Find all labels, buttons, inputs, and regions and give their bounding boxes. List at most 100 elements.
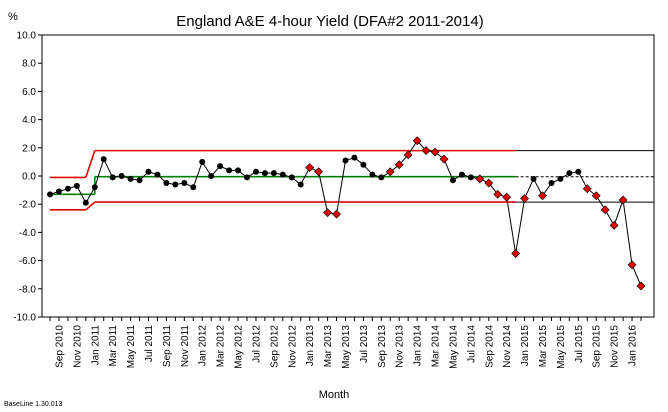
data-point <box>279 171 286 178</box>
plot-frame <box>41 34 655 318</box>
x-tick-label: Jul 2011 <box>144 325 155 363</box>
signal-point <box>323 208 333 218</box>
data-point <box>297 181 304 188</box>
x-tick-label: Nov 2015 <box>610 325 621 368</box>
data-point <box>449 177 456 184</box>
data-point <box>127 175 134 182</box>
data-point <box>566 170 573 177</box>
signal-point <box>609 220 619 230</box>
footer-version: BaseLine 1.30.013 <box>4 401 62 408</box>
data-point <box>217 163 224 170</box>
signal-point <box>430 147 440 157</box>
data-point <box>190 184 197 191</box>
signal-point <box>421 146 431 156</box>
x-tick-label: Jan 2012 <box>198 325 209 367</box>
x-tick-label: Jan 2016 <box>628 325 639 367</box>
data-point <box>270 170 277 177</box>
data-point <box>378 174 385 181</box>
x-tick-label: Nov 2014 <box>502 325 513 368</box>
data-point <box>181 180 188 187</box>
signal-point <box>475 174 485 184</box>
data-point <box>261 170 268 177</box>
x-axis: Sep 2010 Nov 2010 Jan 2011 Mar 2011 May 2011… <box>49 317 642 369</box>
y-tick-label: 2.0 <box>22 143 36 154</box>
data-point <box>118 173 125 179</box>
y-tick-label: -10.0 <box>13 313 36 324</box>
data-point <box>91 184 98 191</box>
y-tick-label: 6.0 <box>22 87 36 98</box>
x-tick-label: Nov 2013 <box>395 325 406 368</box>
y-tick-label: 4.0 <box>22 115 36 126</box>
x-tick-label: Sep 2015 <box>592 325 603 368</box>
data-point <box>55 188 62 195</box>
data-point <box>226 167 233 174</box>
x-tick-label: Mar 2013 <box>323 325 334 368</box>
data-point <box>145 168 152 175</box>
x-tick-label: Nov 2012 <box>287 325 298 368</box>
signal-point <box>385 167 395 177</box>
signal-point <box>403 150 413 160</box>
x-tick-label: Sep 2014 <box>484 325 495 368</box>
x-tick-label: Jan 2014 <box>413 325 424 367</box>
data-point <box>136 177 143 184</box>
signal-point <box>627 260 637 270</box>
data-point <box>342 157 349 164</box>
y-tick-label: -2.0 <box>19 200 37 211</box>
lower-control-limit-step <box>85 201 96 211</box>
data-point <box>557 175 564 182</box>
signal-point <box>305 163 315 172</box>
x-tick-label: Jan 2011 <box>90 325 101 366</box>
data-point <box>458 171 465 178</box>
signal-point <box>538 191 547 201</box>
x-tick-label: Nov 2010 <box>72 325 83 368</box>
x-tick-label: May 2015 <box>556 325 567 369</box>
x-tick-label: Sep 2013 <box>377 325 388 368</box>
data-point <box>208 173 215 179</box>
signal-point <box>636 281 646 291</box>
data-point <box>244 174 250 181</box>
x-tick-label: Sep 2011 <box>162 325 173 368</box>
y-tick-label: -4.0 <box>19 228 37 239</box>
data-point <box>235 167 242 174</box>
signal-point <box>484 178 494 188</box>
data-point <box>100 156 107 163</box>
y-axis: 10.0 8.0 6.0 4.0 2.0 0.0 -2.0 -4.0 -6.0 -8.0 -10.0 <box>13 31 42 324</box>
data-series <box>47 136 646 291</box>
x-tick-label: Jul 2012 <box>251 325 262 363</box>
y-axis-unit: % <box>8 11 18 23</box>
data-point <box>351 154 358 161</box>
signal-point <box>314 167 324 177</box>
data-point <box>288 174 295 181</box>
x-tick-label: Sep 2010 <box>54 325 65 368</box>
signal-point <box>591 191 601 201</box>
x-tick-label: Sep 2012 <box>269 325 280 368</box>
x-tick-label: Jan 2013 <box>305 325 316 367</box>
x-tick-label: Mar 2012 <box>216 325 227 368</box>
x-tick-label: Nov 2011 <box>180 325 191 368</box>
data-point <box>154 171 161 178</box>
data-point <box>575 168 582 175</box>
signal-point <box>493 189 503 199</box>
signal-point <box>439 154 449 164</box>
signal-point <box>412 136 422 146</box>
data-point <box>252 168 259 175</box>
data-point <box>47 191 53 198</box>
data-point <box>548 180 555 187</box>
x-tick-label: Jul 2013 <box>359 325 370 363</box>
x-tick-label: May 2011 <box>126 325 137 369</box>
x-tick-label: May 2012 <box>234 325 245 369</box>
y-tick-label: 10.0 <box>17 31 37 42</box>
x-tick-label: Jan 2015 <box>520 325 531 367</box>
data-point <box>64 185 71 192</box>
data-point <box>530 175 537 182</box>
x-tick-label: Mar 2014 <box>431 325 442 368</box>
signal-point <box>618 195 628 205</box>
signal-point <box>511 249 521 258</box>
x-tick-label: May 2014 <box>448 325 459 369</box>
y-tick-label: 8.0 <box>22 59 36 70</box>
data-point <box>369 171 376 178</box>
signal-point <box>332 209 341 219</box>
signal-point <box>502 192 512 202</box>
data-point <box>109 174 116 181</box>
